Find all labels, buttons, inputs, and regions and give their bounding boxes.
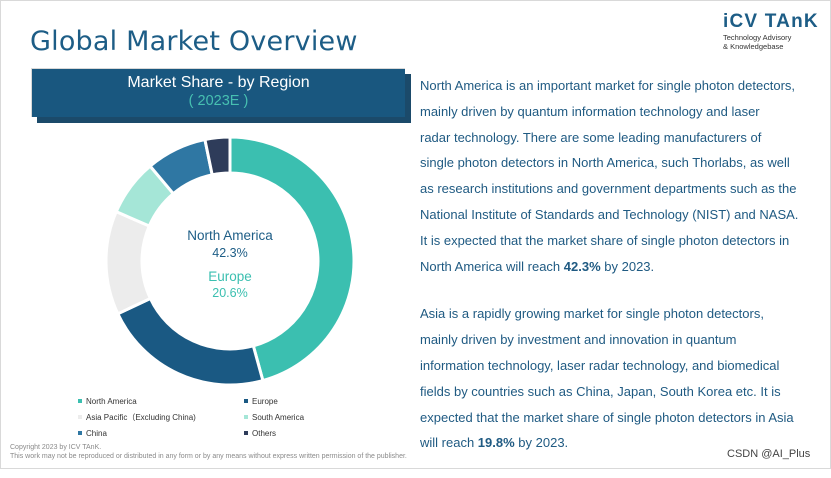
description-text: North America is an important market for… <box>420 73 828 478</box>
legend-item-europe: Europe <box>244 397 278 407</box>
paragraph-asia: Asia is a rapidly growing market for sin… <box>420 301 828 456</box>
text-line: mainly driven by investment and innovati… <box>420 327 828 353</box>
text-segment: single photon detectors in North America… <box>420 155 790 171</box>
copyright-line-2: This work may not be reproduced or distr… <box>10 453 407 460</box>
logo: iCV TAnK Technology Advisory & Knowledge… <box>723 11 823 51</box>
text-segment: mainly driven by quantum information tec… <box>420 103 760 119</box>
chart-title: Market Share - by Region <box>127 74 310 91</box>
text-line: expected that the market share of single… <box>420 405 828 431</box>
text-line: will reach 19.8% by 2023. <box>420 430 828 456</box>
copyright-notice: Copyright 2023 by ICV TAnK. This work ma… <box>10 443 407 461</box>
text-line: information technology, laser radar tech… <box>420 353 828 379</box>
legend-item-south-america: South America <box>244 413 304 423</box>
legend-item-north-america: North America <box>78 397 137 407</box>
legend-swatch <box>78 399 82 403</box>
center-label-value-2: 20.6% <box>212 286 247 300</box>
text-line: radar technology. There are some leading… <box>420 125 828 151</box>
text-segment: expected that the market share of single… <box>420 409 794 425</box>
text-segment: mainly driven by investment and innovati… <box>420 332 737 348</box>
legend-item-others: Others <box>244 429 276 439</box>
text-line: North America is an important market for… <box>420 73 828 99</box>
text-line: National Institute of Standards and Tech… <box>420 202 828 228</box>
center-label-name-1: North America <box>187 228 273 243</box>
text-segment: North America will reach <box>420 258 564 274</box>
donut-chart: North America 42.3% Europe 20.6% <box>104 135 356 387</box>
paragraph-north-america: North America is an important market for… <box>420 73 828 279</box>
donut-slice-north-america <box>228 135 356 383</box>
legend-label: South America <box>252 413 305 422</box>
chart-legend: North America Europe Asia Pacific（Exclud… <box>78 397 358 443</box>
text-segment: as research institutions and government … <box>420 181 797 197</box>
text-segment: will reach <box>420 435 478 451</box>
logo-tagline-1: Technology Advisory <box>723 33 792 42</box>
legend-swatch <box>244 431 248 435</box>
chart-subtitle: ( 2023E ) <box>188 93 249 109</box>
legend-label: North America <box>86 397 137 406</box>
text-segment: information technology, laser radar tech… <box>420 357 780 373</box>
legend-label: Europe <box>252 397 278 406</box>
legend-item-asia-pacific: Asia Pacific（Excluding China) <box>78 413 196 423</box>
text-line: Asia is a rapidly growing market for sin… <box>420 301 828 327</box>
center-label-name-2: Europe <box>208 269 252 284</box>
page-title: Global Market Overview <box>30 26 358 57</box>
text-line: North America will reach 42.3% by 2023. <box>420 254 828 280</box>
text-line: single photon detectors in North America… <box>420 150 828 176</box>
text-line: fields by countries such as China, Japan… <box>420 379 828 405</box>
text-line: as research institutions and government … <box>420 176 828 202</box>
text-line: mainly driven by quantum information tec… <box>420 99 828 125</box>
legend-swatch <box>78 415 82 419</box>
text-segment: by 2023. <box>600 258 655 274</box>
text-line: It is expected that the market share of … <box>420 228 828 254</box>
logo-tagline-2: & Knowledgebase <box>723 42 784 51</box>
legend-label: Others <box>252 429 277 438</box>
legend-item-china: China <box>78 429 107 439</box>
chart-banner: Market Share - by Region ( 2023E ) <box>31 68 405 117</box>
text-segment: It is expected that the market share of … <box>420 232 790 248</box>
legend-label: China <box>86 429 107 438</box>
donut-slice-asia-pacific-excluding-china <box>104 209 153 316</box>
legend-swatch <box>78 431 82 435</box>
legend-swatch <box>244 399 248 403</box>
text-segment: fields by countries such as China, Japan… <box>420 383 781 399</box>
copyright-line-1: Copyright 2023 by ICV TAnK. <box>10 444 102 451</box>
watermark: CSDN @AI_Plus <box>727 448 811 460</box>
text-segment: National Institute of Standards and Tech… <box>420 206 799 222</box>
donut-slice-europe <box>115 296 265 387</box>
highlight-value: 42.3% <box>563 258 601 274</box>
logo-wordmark: iCV TAnK <box>723 11 819 32</box>
donut-slice-others <box>203 135 232 177</box>
text-segment: radar technology. There are some leading… <box>420 129 762 145</box>
text-segment: North America is an important market for… <box>420 78 796 93</box>
highlight-value: 19.8% <box>477 435 515 451</box>
legend-swatch <box>244 415 248 419</box>
center-label-value-1: 42.3% <box>212 246 247 260</box>
legend-label: Asia Pacific（Excluding China) <box>86 413 196 422</box>
text-segment: by 2023. <box>514 435 569 451</box>
text-segment: Asia is a rapidly growing market for sin… <box>420 306 764 322</box>
